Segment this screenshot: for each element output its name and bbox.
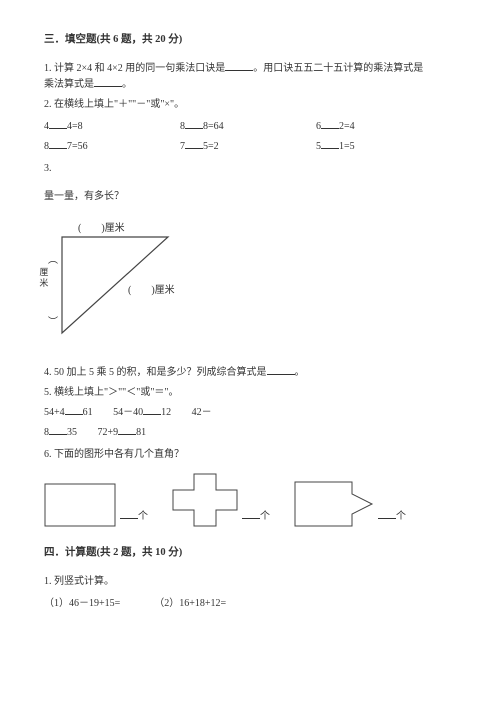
q5e1: 72+9 [98,427,119,438]
blank-r2c2[interactable] [185,139,203,149]
q5-line2: 835 72+981 [44,425,452,441]
r1c2b: 8=64 [203,121,224,132]
blank-r1c3[interactable] [321,119,339,129]
r2c1b: 7=56 [67,141,88,152]
q2: 2. 在横线上填上"＋""－"或"×"。 [44,97,452,113]
q4: 4. 50 加上 5 乘 5 的积，和是多少？列成综合算式是 。 [44,365,452,381]
cell-r1c2: 88=64 [180,119,316,135]
q5: 5. 横线上填上"＞""＜"或"＝"。 [44,385,452,401]
q5a1: 54+4 [44,407,65,418]
cell-r1c3: 62=4 [316,119,452,135]
s4-subs: （1）46－19+15= （2）16+18+12= [44,596,452,612]
blank-r2c3[interactable] [321,139,339,149]
q5-blank-e[interactable] [118,425,136,435]
tri-top-label: ( )厘米 [78,221,125,237]
q5-blank-a[interactable] [65,405,83,415]
q1-text-c: 。 [122,79,132,90]
q3: 3. [44,161,452,177]
shape-arrow [294,481,374,527]
s4-sub1: （1）46－19+15= [44,596,120,612]
unit3: 个 [396,511,406,522]
q5c1: 42－ [192,407,212,418]
tri-side-label: 厘米 [36,267,50,289]
shape1-label: 个 [120,509,148,527]
shape1-blank[interactable] [120,509,138,519]
q2-grid-row2: 87=56 75=2 51=5 [44,139,452,155]
q1-text-a: 1. 计算 2×4 和 4×2 用的同一句乘法口诀是 [44,63,225,74]
q1-indent: 乘法算式是 [44,79,94,90]
blank-r1c2[interactable] [185,119,203,129]
shape3-label: 个 [378,509,406,527]
q5b2: 12 [161,407,171,418]
q5-blank-b[interactable] [143,405,161,415]
blank-r1c1[interactable] [49,119,67,129]
cell-r2c1: 87=56 [44,139,180,155]
shape-rectangle [44,483,116,527]
cell-r2c3: 51=5 [316,139,452,155]
r2c2b: 5=2 [203,141,219,152]
s4-q1: 1. 列竖式计算。 [44,574,452,590]
r2c3b: 1=5 [339,141,355,152]
q5e2: 81 [136,427,146,438]
s4-sub2: （2）16+18+12= [154,596,226,612]
q2-grid-row1: 44=8 88=64 62=4 [44,119,452,135]
shape2-label: 个 [242,509,270,527]
q5d2: 35 [67,427,77,438]
shape1-item: 个 [44,483,148,527]
shape3-item: 个 [294,481,406,527]
shape2-blank[interactable] [242,509,260,519]
measure-prompt: 量一量，有多长？ [44,189,452,205]
section4-title: 四．计算题(共 2 题，共 10 分) [44,545,452,562]
q4-end: 。 [295,367,305,378]
q5-blank-d[interactable] [49,425,67,435]
q5b1: 54－40 [113,407,143,418]
cell-r1c1: 44=8 [44,119,180,135]
q5-line1: 54+4 61 54－40 12 42－ [44,405,452,421]
cell-r2c2: 75=2 [180,139,316,155]
q4-text: 4. 50 加上 5 乘 5 的积，和是多少？列成综合算式是 [44,367,267,378]
q1: 1. 计算 2×4 和 4×2 用的同一句乘法口诀是 。用口诀五五二十五计算的乘法… [44,61,452,93]
tri-paren-bot: ︶ [48,315,58,331]
q1-blank2[interactable] [94,77,122,87]
q1-blank1[interactable] [225,61,253,71]
triangle-figure: ( )厘米 ︵ 厘米 ︶ ( )厘米 [50,223,210,353]
tri-hyp-label: ( )厘米 [128,283,175,299]
blank-r2c1[interactable] [49,139,67,149]
q1-text-b: 。用口诀五五二十五计算的乘法算式是 [253,63,423,74]
triangle-svg [50,223,200,343]
section3-title: 三．填空题(共 6 题，共 20 分) [44,32,452,49]
shapes-row: 个 个 个 [44,473,452,527]
q6: 6. 下面的图形中各有几个直角？ [44,447,452,463]
q4-blank[interactable] [267,365,295,375]
shape2-item: 个 [172,473,270,527]
r1c3b: 2=4 [339,121,355,132]
q5a2: 61 [83,407,93,418]
r1c1b: 4=8 [67,121,83,132]
shape-cross [172,473,238,527]
unit1: 个 [138,511,148,522]
unit2: 个 [260,511,270,522]
shape3-blank[interactable] [378,509,396,519]
